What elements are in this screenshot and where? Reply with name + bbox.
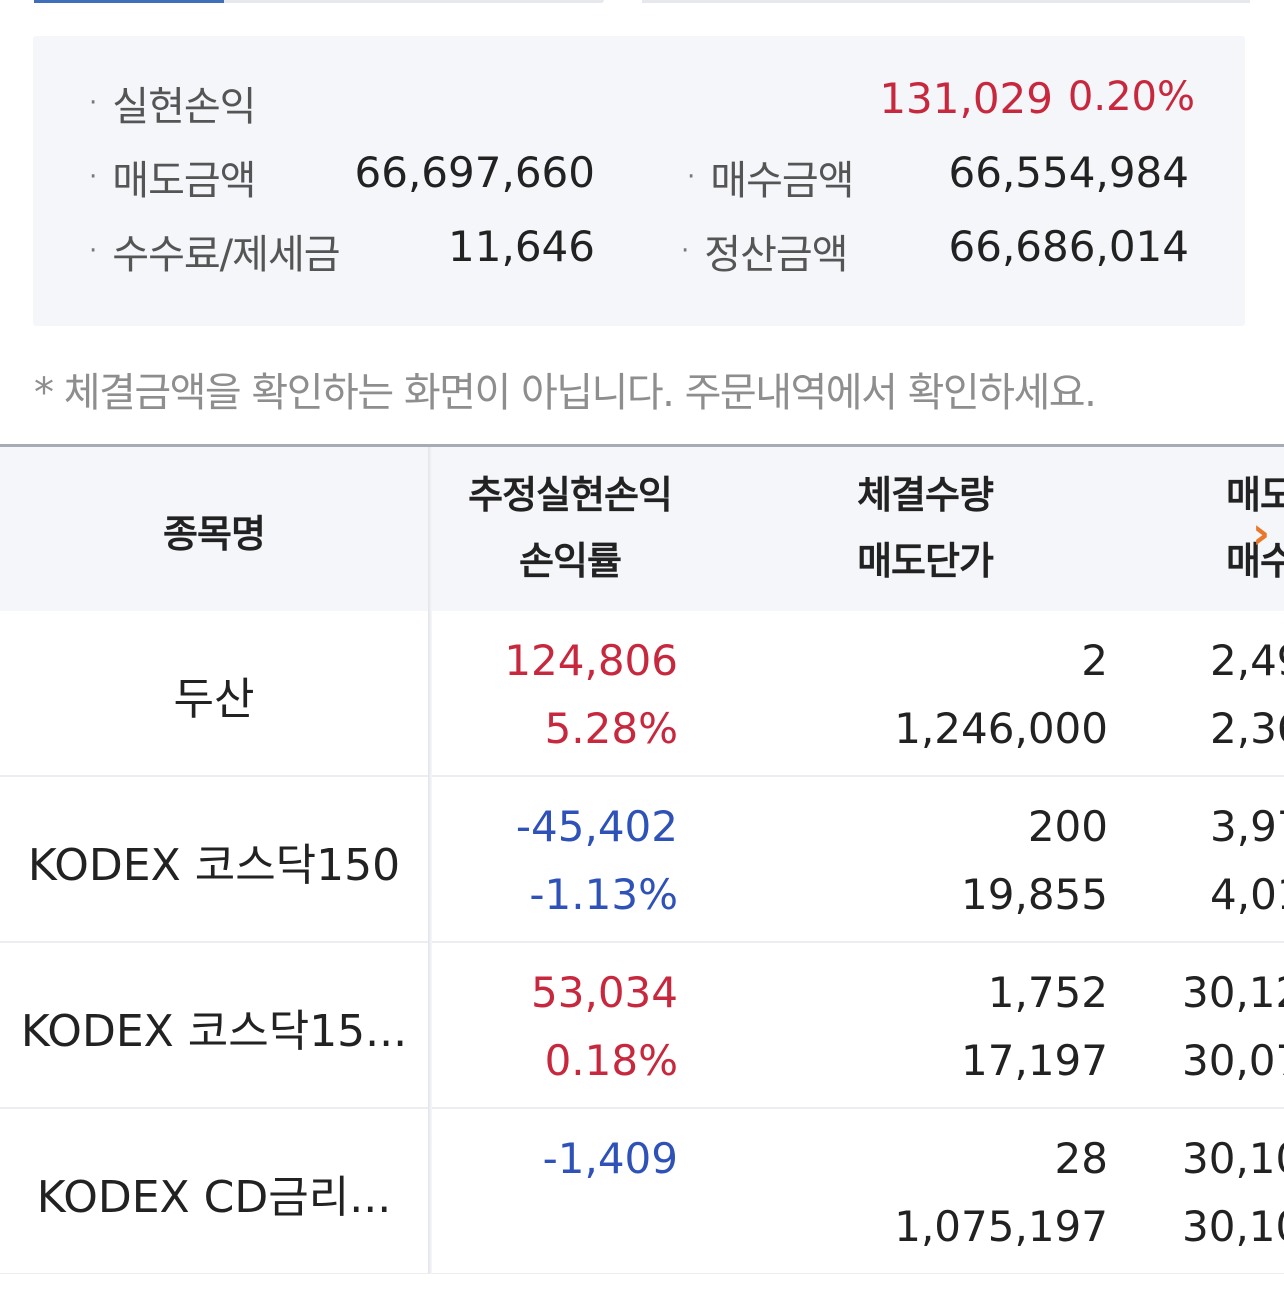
buy-amount: 2,36: [1210, 704, 1284, 753]
notice-text: * 체결금액을 확인하는 화면이 아닙니다. 주문내역에서 확인하세요.: [34, 370, 1097, 416]
stock-name: 두산: [173, 674, 255, 725]
settle-label-text: 정산금액: [704, 232, 848, 278]
table-row[interactable]: KODEX 코스닥15... 53,034 0.18% 1,752 17,197…: [0, 943, 1284, 1109]
pnl-summary-panel: · 실현손익 131,029 0.20% · 매도금액 66,697,660 · 매수…: [33, 36, 1245, 326]
header-pnl[interactable]: 추정실현손익 손익률: [430, 463, 710, 595]
pnl-rate: 5.28%: [544, 704, 678, 753]
realized-label: · 실현손익: [89, 74, 256, 132]
pnl-rate: -1.13%: [529, 870, 678, 919]
realized-rate: 0.20%: [1067, 74, 1195, 120]
top-tab-bar: [0, 0, 1284, 6]
header-buy-amount: 매수: [1226, 539, 1284, 583]
sell-amount: 3,97: [1210, 802, 1284, 851]
trade-pnl-table[interactable]: 종목명 추정실현손익 손익률 체결수량 매도단가 매도 매수 두산 124,80…: [0, 444, 1284, 1274]
header-amounts[interactable]: 매도 매수: [1226, 463, 1284, 595]
header-sell-amount: 매도: [1226, 473, 1284, 517]
estimated-pnl: 124,806: [504, 636, 678, 685]
estimated-pnl: -1,409: [542, 1134, 678, 1183]
realized-value: 131,029: [879, 74, 1053, 123]
bullet: ·: [681, 236, 689, 266]
sell-price: 19,855: [961, 870, 1108, 919]
header-pnl-bottom: 손익률: [519, 539, 622, 583]
sell-amount: 2,49: [1210, 636, 1284, 685]
bullet: ·: [89, 88, 97, 118]
sell-amount: 30,12: [1182, 968, 1284, 1017]
summary-row-realized: · 실현손익 131,029 0.20%: [33, 74, 1245, 134]
fee-label: · 수수료/제세금: [89, 222, 341, 280]
sell-price: 1,246,000: [894, 704, 1108, 753]
sell-price: 1,075,197: [894, 1202, 1108, 1251]
executed-qty: 1,752: [987, 968, 1108, 1017]
summary-row-fees: · 수수료/제세금 11,646 · 정산금액 66,686,014: [33, 222, 1245, 282]
stock-name: KODEX CD금리...: [36, 1172, 392, 1223]
executed-qty: 200: [1027, 802, 1108, 851]
sell-amount-label: · 매도금액: [89, 148, 256, 206]
buy-amount-value: 66,554,984: [948, 148, 1189, 197]
bullet: ·: [687, 162, 695, 192]
bullet: ·: [89, 236, 97, 266]
buy-amount: 30,07: [1182, 1036, 1284, 1085]
sell-label-text: 매도금액: [112, 158, 256, 204]
tab-left[interactable]: [34, 0, 604, 3]
summary-row-amounts: · 매도금액 66,697,660 · 매수금액 66,554,984: [33, 148, 1245, 208]
chevron-right-icon[interactable]: ›: [1252, 508, 1271, 559]
estimated-pnl: 53,034: [531, 968, 678, 1017]
header-qty-price[interactable]: 체결수량 매도단가: [790, 463, 1060, 595]
sell-price: 17,197: [961, 1036, 1108, 1085]
executed-qty: 28: [1054, 1134, 1108, 1183]
executed-qty: 2: [1081, 636, 1108, 685]
table-header: 종목명 추정실현손익 손익률 체결수량 매도단가 매도 매수: [0, 447, 1284, 611]
settle-amount-label: · 정산금액: [681, 222, 848, 280]
tab-right[interactable]: [642, 0, 1250, 3]
header-qty: 체결수량: [857, 473, 994, 517]
pnl-rate: [430, 1193, 678, 1261]
stock-name: KODEX 코스닥15...: [20, 1006, 408, 1057]
sell-amount: 30,10: [1182, 1134, 1284, 1183]
buy-amount: 30,10: [1182, 1202, 1284, 1251]
settle-amount-value: 66,686,014: [948, 222, 1189, 271]
table-row[interactable]: KODEX CD금리... -1,409 28 1,075,197 30,10 …: [0, 1109, 1284, 1274]
stock-name: KODEX 코스닥150: [27, 840, 401, 891]
tab-left-active-indicator: [34, 0, 224, 3]
estimated-pnl: -45,402: [515, 802, 678, 851]
table-row[interactable]: 두산 124,806 5.28% 2 1,246,000 2,49 2,36: [0, 611, 1284, 777]
bullet: ·: [89, 162, 97, 192]
frozen-column-divider: [428, 447, 432, 1274]
pnl-rate: 0.18%: [544, 1036, 678, 1085]
header-pnl-top: 추정실현손익: [468, 473, 673, 517]
header-stock-name[interactable]: 종목명: [163, 512, 266, 556]
buy-label-text: 매수금액: [710, 158, 854, 204]
header-sell-price: 매도단가: [857, 539, 994, 583]
fee-value: 11,646: [448, 222, 595, 271]
buy-amount-label: · 매수금액: [687, 148, 854, 206]
buy-amount: 4,01: [1210, 870, 1284, 919]
fee-label-text: 수수료/제세금: [112, 232, 340, 278]
table-row[interactable]: KODEX 코스닥150 -45,402 -1.13% 200 19,855 3…: [0, 777, 1284, 943]
realized-label-text: 실현손익: [112, 84, 256, 130]
sell-amount-value: 66,697,660: [354, 148, 595, 197]
